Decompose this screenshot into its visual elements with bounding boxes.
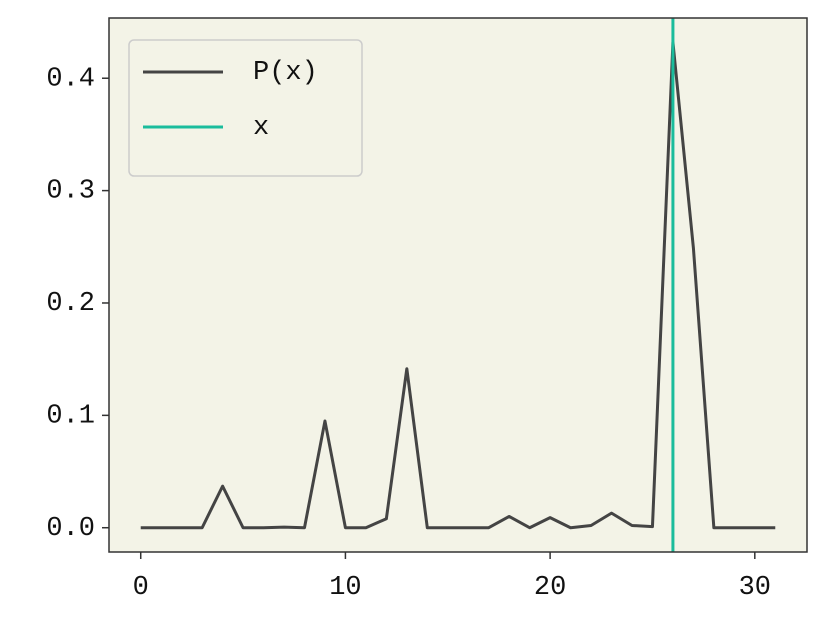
- data-line: [140, 40, 776, 530]
- x-tick-label: 30: [739, 573, 771, 603]
- legend-label: P(x): [253, 58, 318, 88]
- legend-label: x: [253, 113, 269, 143]
- legend-box: [128, 39, 363, 177]
- y-tick-label: 0.0: [46, 514, 95, 544]
- plot-frame: [108, 17, 808, 553]
- y-tick-label: 0.2: [46, 289, 95, 319]
- x-tick-label: 10: [329, 573, 361, 603]
- y-tick-label: 0.4: [46, 64, 95, 94]
- y-tick-label: 0.1: [46, 401, 95, 431]
- x-tick-label: 0: [133, 573, 149, 603]
- x-tick-label: 20: [534, 573, 566, 603]
- y-tick-label: 0.3: [46, 177, 95, 207]
